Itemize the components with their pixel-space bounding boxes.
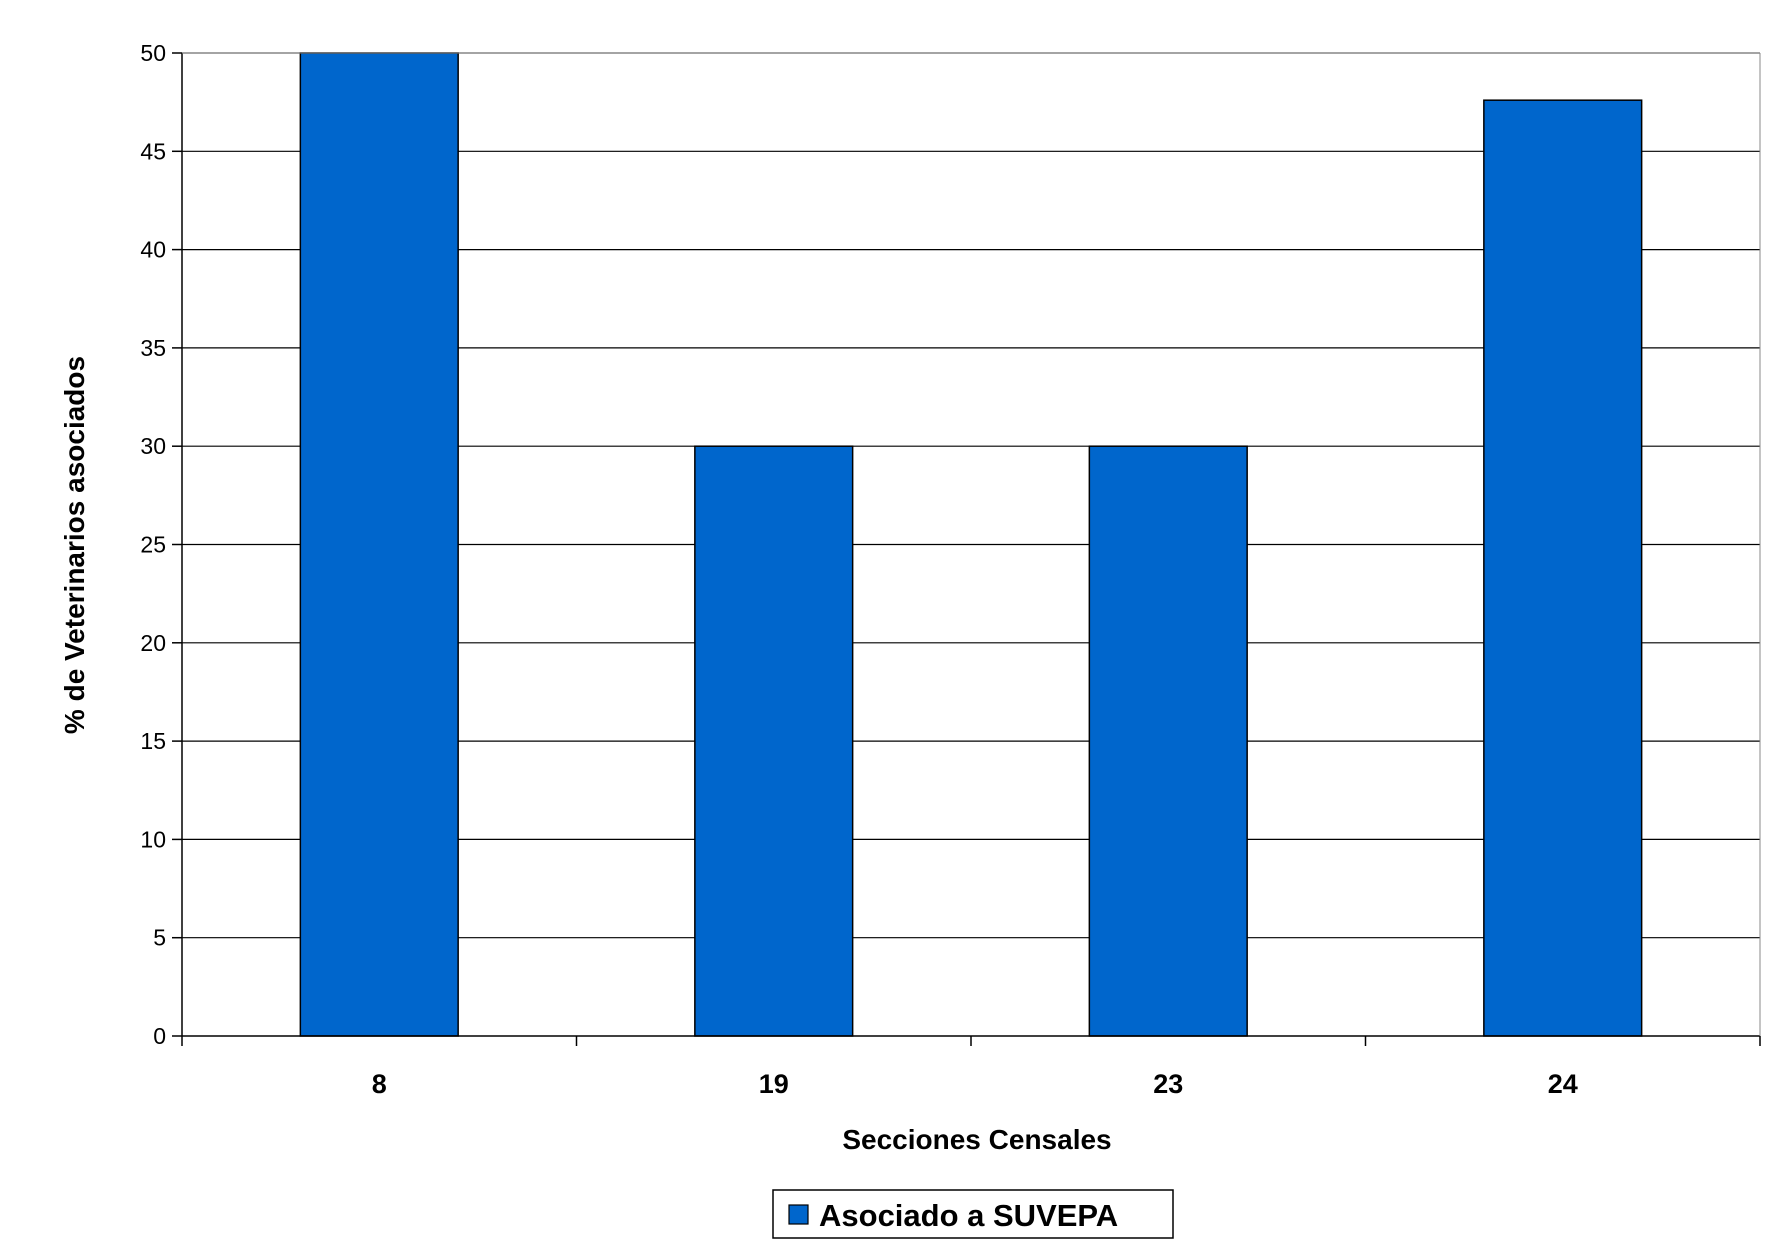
- legend-label: Asociado a SUVEPA: [819, 1198, 1118, 1233]
- legend: Asociado a SUVEPA: [772, 1189, 1174, 1239]
- legend-swatch: [788, 1204, 809, 1225]
- y-tick-label: 10: [140, 826, 166, 852]
- y-axis-title: % de Veterinarios asociados: [59, 356, 90, 734]
- bar-8: [299, 52, 459, 1037]
- bar-24: [1483, 99, 1643, 1037]
- y-tick-label: 15: [140, 728, 166, 754]
- y-tick-label: 40: [140, 237, 166, 263]
- y-tick-label: 50: [140, 40, 166, 66]
- y-tick-label: 25: [140, 532, 166, 558]
- x-axis-title: Secciones Censales: [842, 1124, 1111, 1155]
- x-tick-label: 23: [1153, 1069, 1183, 1099]
- x-tick-label: 8: [372, 1069, 387, 1099]
- y-tick-group: 0 5 10 15 20 25 30 35 40 45 50: [140, 40, 182, 1049]
- y-tick-label: 0: [153, 1023, 166, 1049]
- bar-23: [1088, 445, 1248, 1037]
- x-tick-label: 24: [1548, 1069, 1578, 1099]
- y-tick-label: 20: [140, 630, 166, 656]
- y-tick-label: 5: [153, 925, 166, 951]
- y-tick-label: 35: [140, 335, 166, 361]
- bar-19: [694, 445, 854, 1037]
- x-tick-label: 19: [759, 1069, 789, 1099]
- y-tick-label: 30: [140, 433, 166, 459]
- y-tick-label: 45: [140, 138, 166, 164]
- x-tick-group: 8 19 23 24: [181, 1036, 1761, 1099]
- legend-box: [772, 1189, 1174, 1239]
